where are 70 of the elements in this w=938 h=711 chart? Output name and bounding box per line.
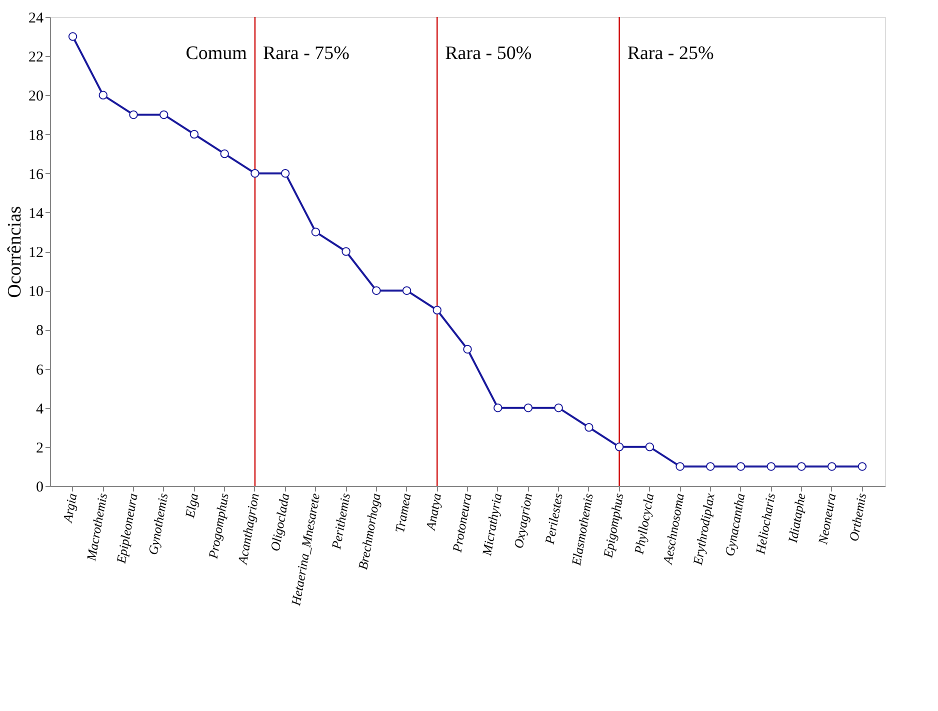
x-tick-label: Heliocharis <box>752 492 778 556</box>
point <box>463 344 472 354</box>
point <box>524 403 533 412</box>
point <box>676 462 684 471</box>
y-tick-label: 10 <box>28 284 44 300</box>
x-tick-label: Argia <box>60 492 80 524</box>
point <box>220 149 229 158</box>
x-tick-label: Idiataphe <box>784 492 808 545</box>
point <box>250 168 260 178</box>
y-tick-label: 20 <box>28 88 44 105</box>
point <box>645 442 654 452</box>
point <box>68 32 78 41</box>
x-tick-label: Gynacantha <box>722 492 748 558</box>
annotation: Rara - 75% <box>262 43 350 64</box>
y-tick-label: 6 <box>36 362 44 378</box>
y-axis-title: Ocorrências <box>4 206 26 298</box>
point <box>858 462 867 471</box>
x-tick-label: Elga <box>182 492 202 520</box>
y-tick-label: 12 <box>28 245 44 261</box>
point <box>584 423 594 432</box>
point <box>280 168 290 178</box>
point <box>432 306 442 314</box>
y-tick-label: 16 <box>28 166 44 183</box>
x-tick-label: Elasmothemis <box>568 492 596 568</box>
point <box>766 462 776 471</box>
x-tick-label: Orthemis <box>846 492 870 542</box>
point <box>159 110 168 120</box>
annotation: Rara - 25% <box>627 43 714 64</box>
y-tick-label: 0 <box>36 480 44 496</box>
x-tick-label: Gynothemis <box>145 492 171 556</box>
point <box>98 90 108 100</box>
point <box>614 442 624 452</box>
x-tick-label: Epigomphus <box>600 492 626 560</box>
annotation: Comum <box>186 43 248 64</box>
point <box>827 462 836 471</box>
y-tick-label: 4 <box>36 401 44 418</box>
x-tick-label: Oxyagrion <box>510 492 536 550</box>
x-tick-label: Perilestes <box>542 492 566 546</box>
x-tick-label: Anatya <box>422 492 444 532</box>
x-tick-label: Aeschnosoma <box>660 492 688 566</box>
x-tick-label: Macrothemis <box>83 492 110 563</box>
x-tick-label: Epipleoneura <box>113 492 140 566</box>
point <box>493 403 502 412</box>
x-tick-label: Progomphus <box>205 492 232 561</box>
y-tick-label: 14 <box>28 206 44 222</box>
point <box>402 286 412 295</box>
y-tick-label: 22 <box>28 50 44 66</box>
x-tick-label: Phyllocycla <box>630 492 657 556</box>
point <box>342 247 350 256</box>
point <box>554 403 563 412</box>
point <box>706 462 715 471</box>
x-tick-label: Neoneura <box>814 492 839 546</box>
point <box>736 462 746 471</box>
x-tick-label: Micrathyria <box>478 492 505 558</box>
x-tick-label: Protoneura <box>449 492 474 554</box>
x-tick-label: Perithemis <box>328 492 353 552</box>
y-tick-label: 24 <box>28 10 44 26</box>
x-tick-label: Tramea <box>392 492 414 534</box>
x-tick-label: Acanthagrion <box>234 492 262 566</box>
y-tick-label: 18 <box>28 128 44 144</box>
x-tick-label: Erythrodiplax <box>690 492 718 568</box>
point <box>190 130 199 139</box>
point <box>797 462 806 471</box>
y-tick-label: 2 <box>36 440 44 456</box>
y-tick-label: 8 <box>36 323 44 340</box>
x-tick-label: Oligoclada <box>267 492 292 552</box>
point <box>311 228 320 236</box>
annotation: Rara - 50% <box>445 43 532 64</box>
point <box>129 110 138 120</box>
point <box>372 286 381 295</box>
